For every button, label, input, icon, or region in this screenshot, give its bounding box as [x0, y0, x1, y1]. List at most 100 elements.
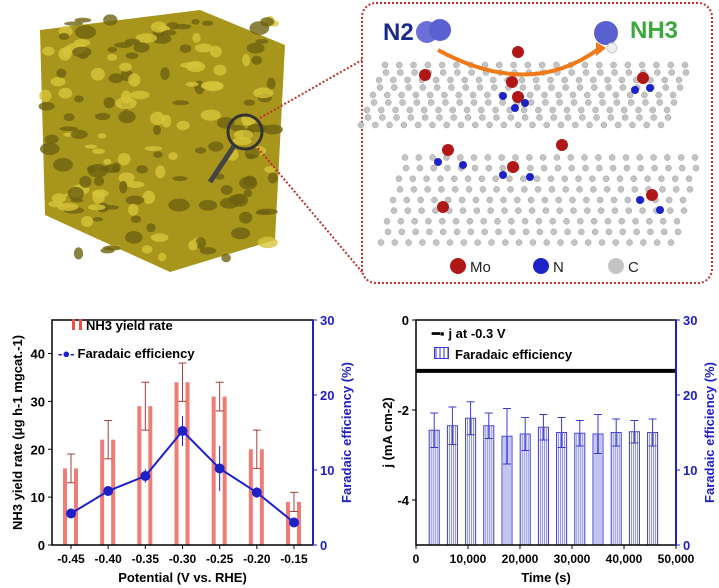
y-right-tick-label: 30 — [683, 313, 697, 328]
carbon-atom — [631, 186, 639, 193]
n-atom — [459, 161, 467, 169]
carbon-atom — [487, 207, 494, 214]
foam-pore — [74, 25, 97, 39]
carbon-atom — [383, 218, 391, 225]
graphene-sheets — [357, 46, 700, 246]
carbon-atom — [541, 91, 548, 99]
carbon-atom — [409, 175, 417, 182]
carbon-atom — [641, 91, 648, 99]
carbon-atom — [664, 114, 672, 121]
c-legend-label: C — [628, 259, 639, 276]
carbon-atom — [591, 228, 599, 236]
carbon-atom — [492, 175, 499, 182]
foam-pore — [267, 172, 278, 184]
carbon-atom — [464, 114, 472, 121]
foam-pore — [210, 45, 222, 58]
carbon-atom — [439, 69, 447, 76]
carbon-atom — [659, 186, 666, 193]
yield-bar — [63, 468, 67, 545]
foam-pore — [51, 193, 67, 203]
carbon-atom — [520, 175, 527, 182]
fe-bar-legend-swatch — [434, 347, 449, 359]
foam-pore — [42, 46, 55, 56]
carbon-atom — [643, 121, 650, 129]
foam-pore — [194, 43, 213, 53]
foam-pore — [136, 165, 148, 174]
carbon-atom — [467, 228, 475, 236]
carbon-atom — [488, 239, 495, 246]
carbon-atom — [581, 61, 589, 69]
carbon-atom — [433, 84, 441, 91]
carbon-atom — [620, 106, 628, 114]
y-axis-label: j (mA cm-2) — [380, 397, 395, 468]
x-tick-label: -0.35 — [132, 552, 160, 566]
fe-bar — [465, 417, 477, 546]
x-tick-label: -0.15 — [280, 552, 308, 566]
carbon-atom — [592, 106, 599, 114]
foam-pore — [119, 62, 132, 72]
foam-pore — [172, 100, 190, 106]
carbon-atom — [664, 154, 671, 161]
atom-legend: Mo N C — [450, 258, 639, 276]
foam-pore — [230, 124, 245, 132]
foam-pore — [257, 236, 278, 249]
carbon-atom — [473, 207, 481, 214]
carbon-atom — [364, 114, 372, 121]
y-tick-label: 30 — [31, 394, 45, 409]
carbon-atom — [376, 84, 384, 91]
carbon-atom — [438, 186, 445, 193]
legend-fe2-label: Faradaic efficiency — [455, 347, 573, 362]
carbon-atom — [636, 154, 644, 161]
carbon-atom — [570, 207, 577, 214]
yield-bar — [174, 382, 179, 545]
carbon-atom — [521, 186, 528, 193]
foam-pore — [242, 53, 251, 67]
carbon-atom — [605, 228, 613, 236]
foam-pore — [50, 76, 66, 87]
carbon-atom — [390, 76, 397, 84]
carbon-atom — [391, 239, 399, 246]
carbon-atom — [609, 164, 617, 172]
carbon-atom — [484, 91, 491, 99]
carbon-atom — [548, 186, 556, 193]
y-right-tick-label: 20 — [320, 388, 334, 403]
carbon-atom — [508, 218, 515, 225]
carbon-atom — [547, 76, 554, 84]
carbon-atom — [556, 207, 563, 214]
carbon-atom — [479, 114, 486, 121]
foam-pore — [142, 190, 156, 204]
carbon-atom — [596, 196, 604, 204]
foam-pore — [125, 231, 143, 244]
carbon-atom — [584, 239, 592, 246]
carbon-atom — [479, 186, 487, 193]
carbon-atom — [492, 106, 499, 114]
carbon-atom — [372, 121, 379, 129]
foam-pore — [70, 129, 88, 139]
carbon-atom — [521, 114, 529, 121]
foam-pore — [251, 55, 263, 65]
foam-pore — [70, 198, 84, 203]
line-legend-swatch: -●- — [58, 346, 75, 361]
foam-pore — [87, 204, 106, 211]
carbon-atom — [446, 239, 454, 246]
carbon-atom — [538, 61, 546, 69]
foam-pore — [155, 165, 166, 179]
carbon-atom — [660, 228, 668, 236]
foam-pore — [160, 67, 170, 81]
carbon-atom — [519, 84, 527, 91]
carbon-atom — [593, 114, 600, 121]
x-tick-label: -0.45 — [57, 552, 85, 566]
carbon-atom — [475, 76, 483, 84]
mo-legend-label: Mo — [470, 259, 491, 276]
n-atom — [646, 84, 654, 92]
foam-pore — [150, 233, 169, 242]
foam-pore — [201, 20, 214, 26]
y-tick-label: 20 — [31, 442, 45, 457]
carbon-atom — [470, 154, 478, 161]
carbon-atom — [460, 239, 468, 246]
carbon-atom — [520, 106, 528, 114]
carbon-atom — [398, 228, 406, 236]
carbon-atom — [430, 164, 437, 172]
carbon-atom — [590, 218, 598, 225]
carbon-atom — [481, 228, 488, 236]
